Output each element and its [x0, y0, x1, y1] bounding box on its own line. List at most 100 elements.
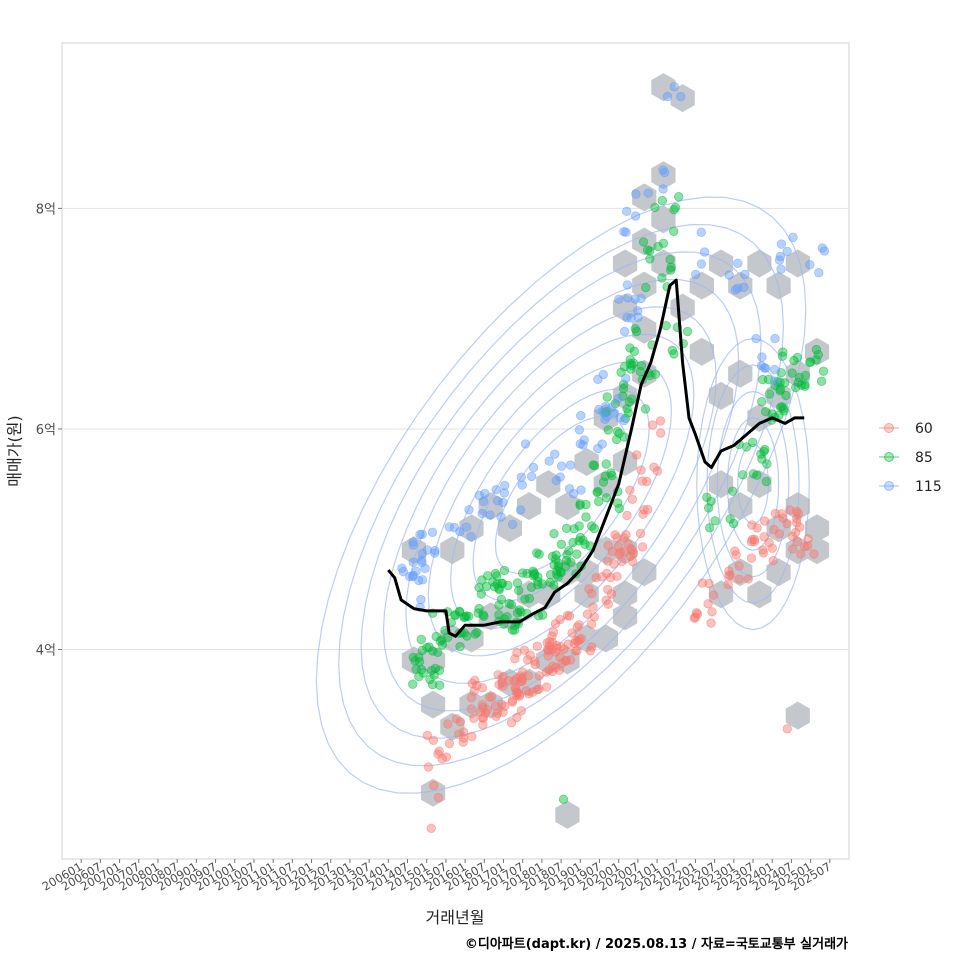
point-60 — [433, 792, 444, 803]
point-60 — [519, 645, 530, 655]
point-115 — [564, 484, 575, 494]
point-60 — [441, 752, 452, 762]
point-60 — [475, 707, 485, 717]
point-60 — [564, 611, 575, 621]
point-60 — [752, 523, 762, 533]
point-115 — [699, 247, 710, 257]
point-60 — [574, 620, 584, 630]
hexbin-cell — [689, 337, 714, 366]
hexbin-cell — [728, 558, 753, 587]
point-60 — [622, 510, 632, 521]
hexbin-cell — [785, 701, 810, 730]
point-115 — [751, 333, 761, 344]
point-60 — [584, 584, 594, 594]
point-85 — [499, 565, 510, 576]
point-60 — [743, 574, 754, 584]
point-60 — [426, 823, 436, 834]
point-85 — [483, 571, 493, 581]
point-115 — [462, 522, 472, 532]
point-60 — [637, 476, 648, 486]
point-60 — [512, 647, 522, 658]
point-115 — [407, 571, 418, 582]
point-60 — [491, 711, 501, 722]
point-60 — [478, 702, 488, 713]
point-115 — [619, 326, 630, 337]
point-85 — [702, 492, 712, 503]
point-115 — [556, 461, 567, 471]
point-85 — [598, 477, 609, 487]
point-60 — [484, 692, 495, 703]
point-60 — [454, 729, 464, 740]
point-85 — [581, 512, 591, 522]
point-85 — [558, 794, 569, 805]
point-60 — [655, 416, 666, 426]
point-85 — [549, 560, 559, 570]
point-85 — [437, 640, 448, 650]
point-60 — [467, 731, 477, 742]
point-85 — [517, 568, 528, 578]
point-60 — [548, 666, 558, 677]
point-85 — [612, 426, 623, 437]
point-85 — [600, 471, 610, 482]
point-115 — [544, 456, 555, 466]
point-85 — [601, 459, 611, 469]
scatter-points — [397, 81, 830, 834]
point-60 — [542, 638, 552, 648]
point-85 — [796, 380, 807, 390]
point-115 — [631, 189, 641, 199]
trend-line — [387, 278, 805, 638]
point-60 — [586, 619, 597, 629]
hexbin-cell — [421, 778, 446, 807]
point-60 — [770, 508, 781, 519]
point-60 — [648, 420, 658, 430]
point-85 — [408, 679, 418, 689]
hexbin-cell — [785, 249, 810, 278]
point-85 — [611, 434, 622, 445]
point-60 — [603, 556, 613, 566]
point-85 — [669, 349, 679, 359]
point-85 — [479, 611, 489, 622]
contour-line — [472, 388, 650, 602]
point-115 — [621, 373, 631, 384]
point-85 — [561, 523, 572, 534]
point-85 — [657, 195, 668, 206]
hexbin-cell — [574, 624, 599, 653]
hexbin-cell — [632, 271, 657, 300]
caption: ©디아파트(dapt.kr) / 2025.08.13 / 자료=국토교통부 실… — [465, 936, 848, 952]
point-115 — [669, 81, 680, 92]
point-85 — [510, 625, 520, 635]
hexbin-cell — [536, 580, 561, 609]
x-tick-label: 202507 — [788, 859, 833, 893]
point-85 — [549, 529, 559, 539]
point-115 — [775, 251, 786, 262]
point-115 — [676, 91, 686, 102]
point-115 — [416, 594, 426, 605]
point-85 — [756, 449, 766, 459]
y-tick-label: 8억 — [36, 202, 56, 217]
legend-label: 60 — [915, 421, 933, 437]
point-85 — [665, 254, 675, 265]
point-115 — [444, 522, 455, 532]
point-60 — [467, 678, 477, 689]
hexbin-cell — [708, 381, 734, 410]
hexbin-cell — [555, 492, 580, 521]
point-60 — [707, 607, 717, 617]
point-60 — [627, 494, 638, 505]
hexbin-cell — [459, 514, 484, 543]
point-115 — [738, 282, 749, 293]
point-85 — [459, 612, 469, 623]
point-115 — [724, 270, 734, 280]
contour-line — [427, 333, 695, 657]
contour-line — [315, 196, 807, 794]
point-115 — [464, 505, 474, 515]
point-115 — [579, 435, 589, 445]
point-115 — [430, 548, 440, 558]
contour-line — [716, 390, 790, 578]
contour-line — [450, 361, 673, 629]
point-115 — [427, 527, 438, 538]
point-60 — [523, 655, 533, 665]
point-115 — [496, 512, 506, 522]
point-115 — [609, 408, 620, 419]
point-60 — [652, 466, 663, 476]
